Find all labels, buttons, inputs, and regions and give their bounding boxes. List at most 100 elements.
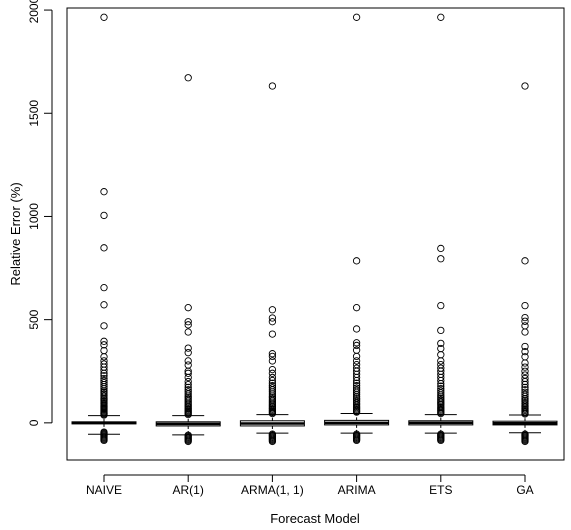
x-tick-label: ARMA(1, 1) [241,483,304,497]
outlier-point [352,13,361,21]
outlier-point [437,255,445,263]
outlier-point [100,353,108,361]
outlier-point [521,383,529,391]
y-axis: 0 500 1000 1500 2000 [27,0,53,426]
outlier-point [100,369,108,377]
outlier-point [184,321,192,329]
outlier-point [352,436,361,445]
outlier-point [521,363,529,371]
y-axis-label: Relative Error (%) [8,182,23,285]
outlier-point [521,359,529,367]
y-tick-label: 1000 [27,203,41,230]
outlier-point [268,352,277,361]
outlier-point [437,436,445,445]
outlier-point [352,373,361,382]
outlier-point [521,328,529,336]
outlier-point [100,383,108,391]
outlier-point [437,326,445,335]
outlier-point [352,376,361,385]
outlier-point [184,377,192,386]
box-naive [71,13,137,445]
outlier-point [184,410,192,419]
outlier-point [184,388,192,396]
outlier-point [100,13,108,21]
outlier-point [100,436,108,445]
outlier-point [437,409,445,418]
box-arma-1-1 [239,82,305,446]
outlier-point [521,322,529,330]
outlier-point [184,318,192,326]
outlier-point [268,318,277,326]
outlier-point [352,304,361,312]
outlier-point [437,389,445,397]
outlier-point [184,344,192,352]
outlier-point [521,317,529,325]
box-ar-1 [155,74,221,446]
outlier-point [184,437,192,446]
y-tick-label: 500 [27,309,41,329]
outlier-point [268,369,277,377]
outlier-point [100,341,108,349]
outlier-point [100,188,108,196]
outlier-point [184,304,192,312]
outlier-point [352,390,361,399]
outlier-point [437,376,445,385]
outlier-point [521,82,529,90]
outlier-point [437,301,445,310]
outlier-point [437,357,445,365]
outlier-point [521,301,529,310]
x-tick-label: NAIVE [86,483,122,497]
outlier-point [521,257,529,265]
outlier-point [352,341,361,350]
outlier-point [268,330,277,338]
outlier-point [521,342,529,351]
outlier-point [268,306,277,314]
outlier-point [184,373,192,382]
outlier-point [437,339,445,348]
x-tick-label: ETS [429,483,452,497]
outlier-point [268,409,277,418]
outlier-point [521,313,529,322]
outlier-point [268,82,277,90]
outlier-point [352,379,361,387]
outlier-point [268,314,277,322]
x-tick-label: AR(1) [173,483,204,497]
outlier-point [100,284,108,292]
outlier-point [521,437,529,446]
box-ets [408,13,474,445]
outlier-point [437,13,445,21]
outlier-point [352,408,361,416]
outlier-point [352,346,361,354]
outlier-point [521,410,529,418]
outlier-point [268,388,277,396]
outlier-point [184,357,192,365]
box-ga [492,82,558,446]
outlier-point [521,367,529,375]
outlier-point [437,351,445,359]
x-axis: NAIVE AR(1) ARMA(1, 1) ARIMA ETS GA [86,474,534,497]
plot-frame [66,7,565,461]
outlier-point [352,339,361,347]
outlier-point [268,350,277,358]
outlier-point [268,437,277,446]
outlier-point [184,74,192,82]
outlier-point [184,369,192,377]
boxes [71,13,558,446]
x-tick-label: ARIMA [338,483,376,497]
outlier-point [184,381,192,389]
outlier-point [268,357,277,365]
outlier-point [268,365,277,374]
outlier-point [437,379,445,388]
outlier-point [521,380,529,389]
outlier-point [100,244,108,252]
outlier-point [437,244,445,253]
outlier-point [352,388,361,396]
outlier-point [100,322,108,330]
outlier-point [352,357,361,365]
outlier-point [521,392,529,401]
outlier-point [352,325,361,333]
outlier-point [100,211,108,220]
outlier-point [100,337,108,345]
y-tick-label: 2000 [27,0,41,23]
